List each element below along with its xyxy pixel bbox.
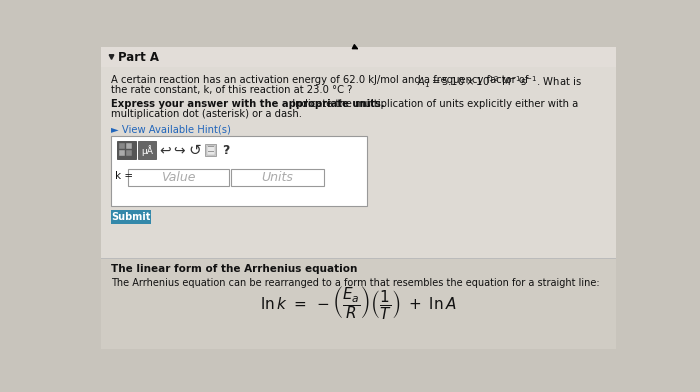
Bar [102,47,616,67]
Bar [102,258,616,259]
Bar [88,47,102,349]
Text: Submit: Submit [111,212,150,222]
Text: multiplication dot (asterisk) or a dash.: multiplication dot (asterisk) or a dash. [111,109,302,120]
Bar [128,169,228,186]
Text: the rate constant, k, of this reaction at 23.0 °C ?: the rate constant, k, of this reaction a… [111,85,352,95]
Text: Indicate the multiplication of units explicitly either with a: Indicate the multiplication of units exp… [286,100,578,109]
Text: ↪: ↪ [173,143,185,157]
Bar [208,151,213,152]
Bar [207,145,215,155]
Text: Part A: Part A [118,51,160,64]
Bar [616,47,630,349]
Text: ?: ? [222,144,229,157]
Text: The linear form of the Arrhenius equation: The linear form of the Arrhenius equatio… [111,264,357,274]
Polygon shape [109,55,114,59]
Text: $\ln k\ =\ -\left(\dfrac{E_a}{R}\right)\left(\dfrac{1}{T}\right)\ +\ \ln A$: $\ln k\ =\ -\left(\dfrac{E_a}{R}\right)\… [260,284,457,321]
Text: Units: Units [261,171,293,184]
Text: $A_1 = 5.10\times10^{12}\ \mathrm{M^{-1}s^{-1}}$. What is: $A_1 = 5.10\times10^{12}\ \mathrm{M^{-1}… [417,75,582,91]
Text: Express your answer with the appropriate units.: Express your answer with the appropriate… [111,100,384,109]
Text: μÅ: μÅ [141,145,153,156]
Text: ↩: ↩ [159,143,171,157]
Bar [126,143,132,149]
Bar [111,136,367,206]
Text: ► View Available Hint(s): ► View Available Hint(s) [111,124,230,134]
Bar [231,169,324,186]
Text: A certain reaction has an activation energy of 62.0 kJ/mol and a frequency facto: A certain reaction has an activation ene… [111,75,531,85]
Text: ↺: ↺ [188,143,201,158]
Bar [205,144,216,156]
Bar [138,141,157,160]
Text: The Arrhenius equation can be rearranged to a form that resembles the equation f: The Arrhenius equation can be rearranged… [111,278,599,288]
Bar [208,146,213,147]
Bar [102,259,616,349]
Text: k =: k = [115,171,133,181]
Bar [118,150,125,156]
Bar [117,141,136,160]
Bar [118,143,125,149]
Text: Value: Value [161,171,195,184]
Bar [126,150,132,156]
Bar [111,210,151,224]
